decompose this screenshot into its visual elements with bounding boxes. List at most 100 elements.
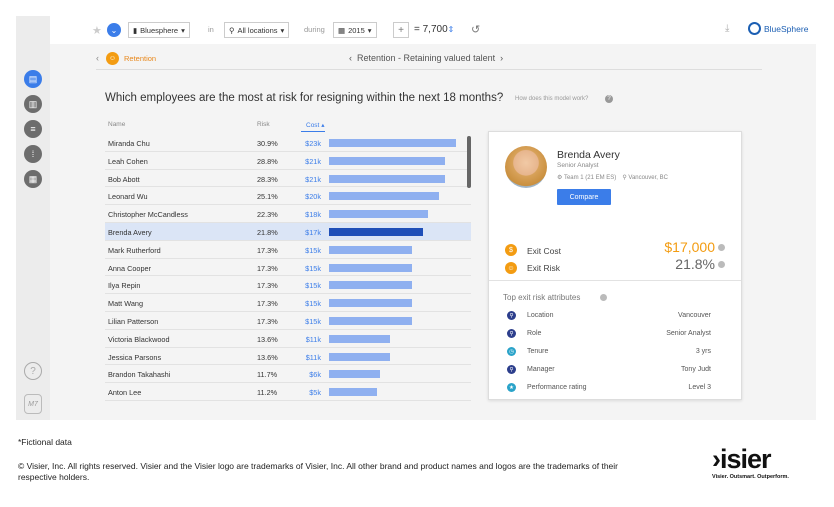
row-cost: $21k bbox=[305, 156, 321, 166]
prev-chevron-icon[interactable]: ‹ bbox=[349, 53, 352, 63]
row-cost: $15k bbox=[305, 316, 321, 326]
sidebar-analysis-icon[interactable]: ▤ bbox=[24, 70, 42, 88]
sidebar-library-icon[interactable]: ▥ bbox=[24, 95, 42, 113]
row-name: Christopher McCandless bbox=[108, 210, 188, 220]
location-dropdown[interactable]: ⚲ All locations ▾ bbox=[224, 22, 290, 38]
sidebar-grid-icon[interactable]: ▦ bbox=[24, 170, 42, 188]
table-row[interactable]: Lilian Patterson 17.3% $15k bbox=[105, 312, 471, 330]
table-row[interactable]: Miranda Chu 30.9% $23k bbox=[105, 134, 471, 152]
next-chevron-icon[interactable]: › bbox=[500, 53, 504, 63]
team-info: ⚙ Team 1 (21 EM ES) bbox=[557, 174, 616, 181]
help-icon[interactable]: ? bbox=[24, 362, 42, 380]
count-adjust-icon[interactable]: ⇕ bbox=[447, 25, 455, 34]
table-row[interactable]: Christopher McCandless 22.3% $18k bbox=[105, 205, 471, 223]
attribute-value: 3 yrs bbox=[695, 348, 711, 355]
row-name: Matt Wang bbox=[108, 299, 144, 309]
sidebar-apps-icon[interactable]: ⁞ bbox=[24, 145, 42, 163]
table-row[interactable]: Mark Rutherford 17.3% $15k bbox=[105, 241, 471, 259]
download-icon[interactable]: ⤓ bbox=[725, 23, 730, 34]
row-name: Anna Cooper bbox=[108, 263, 152, 273]
table-row[interactable]: Bob Abott 28.3% $21k bbox=[105, 170, 471, 188]
toolbar: ★ ⌄ ▮ Bluesphere ▾ in ⚲ All locations ▾ … bbox=[50, 16, 816, 44]
table-row[interactable]: Leah Cohen 28.8% $21k bbox=[105, 152, 471, 170]
dataset-dropdown[interactable]: ▮ Bluesphere ▾ bbox=[128, 22, 190, 38]
in-label: in bbox=[208, 25, 214, 34]
sort-underline bbox=[301, 131, 325, 132]
row-cost-bar bbox=[329, 388, 377, 397]
dropdown-circle-icon[interactable]: ⌄ bbox=[107, 23, 121, 37]
row-risk: 28.3% bbox=[257, 174, 278, 184]
exit-risk-icon: ☺ bbox=[505, 262, 517, 274]
row-name: Brandon Takahashi bbox=[108, 370, 171, 380]
sidebar-list-icon[interactable]: ≡ bbox=[24, 120, 42, 138]
favorite-star-icon[interactable]: ★ bbox=[92, 25, 102, 37]
column-header-cost[interactable]: Cost ▴ bbox=[306, 121, 324, 129]
row-cost: $17k bbox=[305, 227, 321, 237]
chevron-down-icon: ▾ bbox=[181, 25, 185, 35]
breadcrumb-retention[interactable]: Retention bbox=[124, 54, 157, 63]
location-pin-icon: ⚲ bbox=[622, 175, 627, 181]
year-label: 2015 bbox=[348, 25, 365, 35]
row-cost-bar bbox=[329, 156, 445, 165]
question-help-icon[interactable]: ? bbox=[605, 95, 613, 103]
app-window: ▤ ▥ ≡ ⁞ ▦ ? M7 ★ ⌄ ▮ Bluesphere ▾ in ⚲ A… bbox=[16, 16, 816, 420]
add-filter-button[interactable]: + bbox=[393, 22, 409, 38]
row-cost: $15k bbox=[305, 299, 321, 309]
table-row[interactable]: Anton Lee 11.2% $5k bbox=[105, 383, 471, 401]
attribute-name: Location bbox=[527, 312, 554, 319]
location-value: Vancouver, BC bbox=[628, 175, 668, 181]
row-cost-bar bbox=[329, 316, 412, 325]
row-cost-bar bbox=[329, 227, 423, 236]
dataset-icon: ▮ bbox=[133, 25, 138, 35]
attributes-help-icon[interactable] bbox=[600, 294, 607, 301]
sidebar: ▤ ▥ ≡ ⁞ ▦ ? M7 bbox=[16, 16, 50, 420]
table-row[interactable]: Brenda Avery 21.8% $17k bbox=[105, 222, 471, 241]
row-cost-bar bbox=[329, 263, 412, 272]
table-row[interactable]: Anna Cooper 17.3% $15k bbox=[105, 259, 471, 277]
attribute-name: Performance rating bbox=[527, 384, 587, 391]
exit-risk-info-icon[interactable] bbox=[718, 261, 725, 268]
table-row[interactable]: Leonard Wu 25.1% $20k bbox=[105, 187, 471, 206]
year-dropdown[interactable]: ▦ 2015 ▾ bbox=[333, 22, 377, 38]
row-risk: 17.3% bbox=[257, 299, 278, 309]
compare-button[interactable]: Compare bbox=[557, 189, 611, 205]
location-info: ⚲ Vancouver, BC bbox=[622, 174, 668, 181]
row-cost: $6k bbox=[309, 370, 321, 380]
row-cost: $15k bbox=[305, 263, 321, 273]
row-name: Anton Lee bbox=[108, 388, 142, 398]
back-chevron-icon[interactable]: ‹ bbox=[96, 53, 99, 63]
exit-cost-label: Exit Cost bbox=[527, 246, 562, 256]
column-header-name[interactable]: Name bbox=[108, 121, 126, 128]
avatar bbox=[505, 146, 547, 188]
chevron-down-icon: ▾ bbox=[367, 25, 372, 35]
model-info-link[interactable]: How does this model work? bbox=[515, 96, 589, 102]
attribute-icon: ◷ bbox=[507, 347, 516, 356]
row-risk: 17.3% bbox=[257, 263, 278, 273]
employee-card: Brenda Avery Senior Analyst ⚙ Team 1 (21… bbox=[488, 131, 742, 400]
table-row[interactable]: Jessica Parsons 13.6% $11k bbox=[105, 348, 471, 366]
table-row[interactable]: Victoria Blackwood 13.6% $11k bbox=[105, 330, 471, 348]
row-risk: 11.2% bbox=[257, 388, 278, 398]
analysis-title-text: Retention - Retaining valued talent bbox=[357, 53, 496, 63]
exit-cost-info-icon[interactable] bbox=[718, 244, 725, 251]
table-row[interactable]: Brandon Takahashi 11.7% $6k bbox=[105, 365, 471, 384]
row-cost-bar bbox=[329, 192, 439, 201]
row-cost: $11k bbox=[305, 334, 321, 344]
row-risk: 22.3% bbox=[257, 210, 278, 220]
row-risk: 30.9% bbox=[257, 139, 278, 148]
row-name: Bob Abott bbox=[108, 174, 140, 184]
table-scrollbar[interactable] bbox=[467, 136, 471, 188]
undo-icon[interactable]: ↺ bbox=[471, 24, 481, 36]
during-label: during bbox=[304, 25, 325, 34]
question-title: Which employees are the most at risk for… bbox=[105, 92, 504, 104]
row-risk: 28.8% bbox=[257, 156, 278, 166]
exit-cost-value: $17,000 bbox=[664, 239, 715, 255]
row-risk: 17.3% bbox=[257, 245, 278, 255]
attribute-row: ⚲ Location Vancouver bbox=[489, 311, 741, 325]
column-header-risk[interactable]: Risk bbox=[257, 121, 270, 128]
copyright: © Visier, Inc. All rights reserved. Visi… bbox=[18, 461, 619, 482]
table-row[interactable]: Ilya Repin 17.3% $15k bbox=[105, 276, 471, 295]
attribute-icon: ⚲ bbox=[507, 329, 516, 338]
table-row[interactable]: Matt Wang 17.3% $15k bbox=[105, 294, 471, 312]
row-cost: $21k bbox=[305, 174, 321, 184]
